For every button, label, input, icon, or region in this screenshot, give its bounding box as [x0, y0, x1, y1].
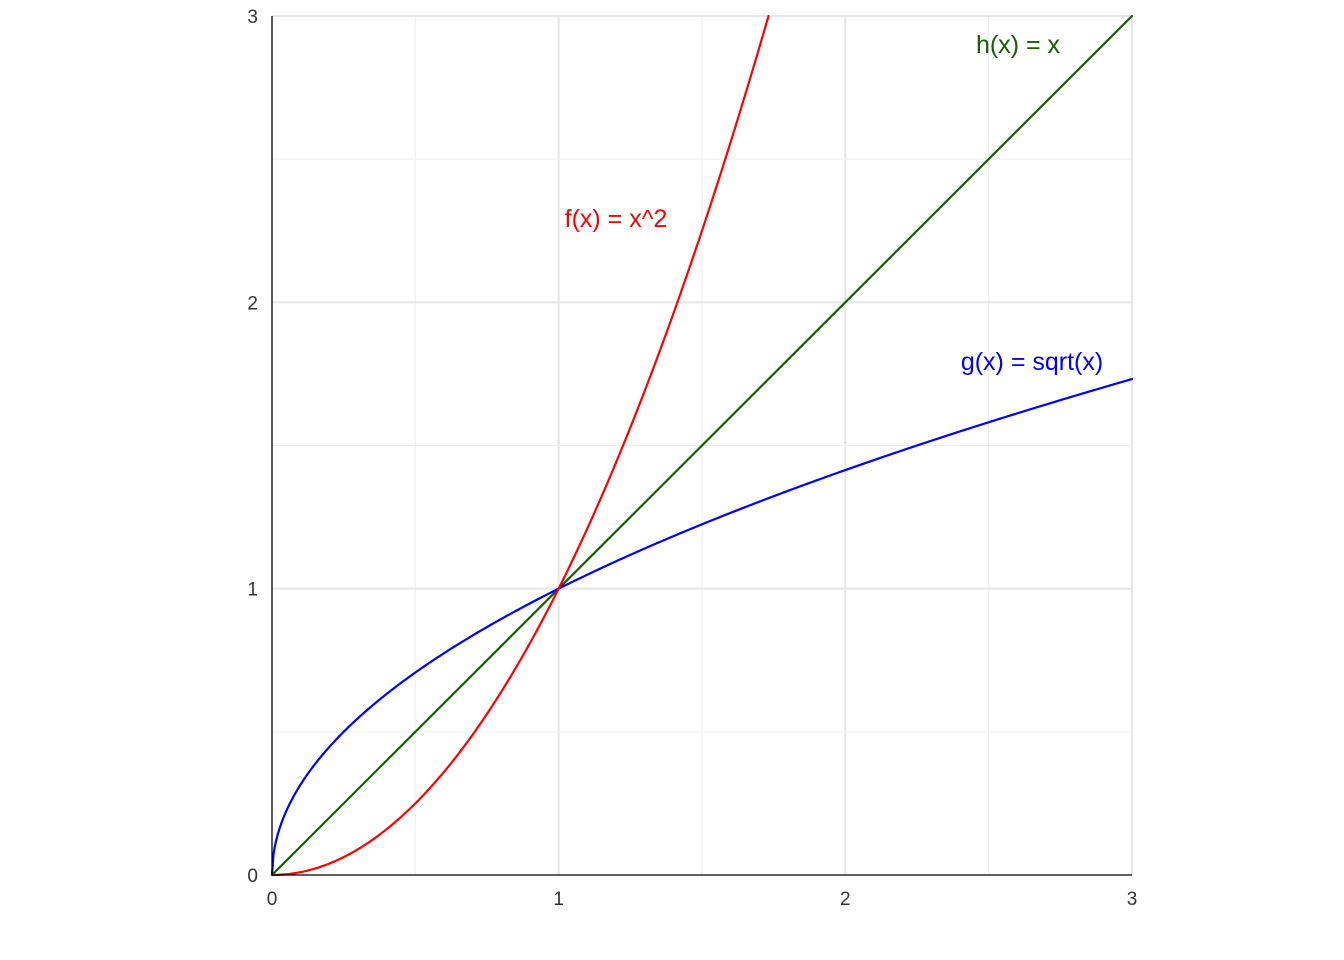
x-tick-label: 2	[840, 889, 851, 910]
x-tick-label: 0	[267, 889, 278, 910]
series-g-line	[270, 377, 1134, 877]
tick-labels: 0 1 2 3 0 1 2 3	[247, 7, 1137, 910]
series-h-line	[270, 14, 1134, 877]
y-tick-label: 3	[247, 7, 258, 28]
series-labels: f(x) = x^2 g(x) = sqrt(x) h(x) = x	[565, 31, 1104, 376]
grid	[272, 15, 1133, 875]
series-f-line	[270, 14, 770, 877]
x-tick-label: 3	[1127, 889, 1138, 910]
y-tick-label: 0	[247, 866, 258, 887]
axes	[271, 16, 1132, 876]
curves	[270, 14, 1134, 877]
y-tick-label: 2	[247, 293, 258, 314]
series-f-label: f(x) = x^2	[565, 205, 668, 233]
x-tick-label: 1	[553, 889, 564, 910]
series-g-label: g(x) = sqrt(x)	[961, 348, 1103, 376]
series-h-label: h(x) = x	[976, 31, 1061, 59]
y-tick-label: 1	[247, 580, 258, 601]
